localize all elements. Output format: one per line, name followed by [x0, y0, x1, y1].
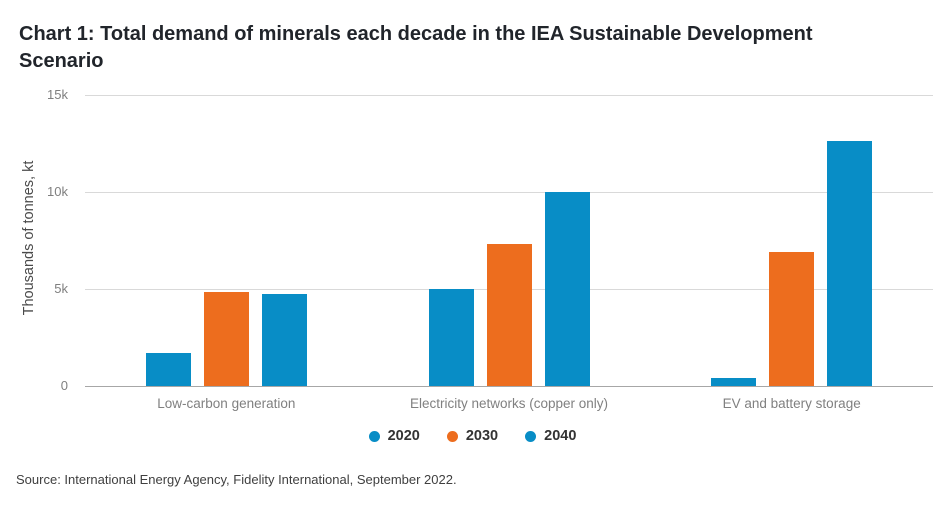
legend-label: 2040	[544, 428, 577, 444]
y-tick-label-5k: 5k	[54, 281, 68, 296]
bar-2020	[428, 289, 474, 386]
chart-title: Chart 1: Total demand of minerals each d…	[19, 21, 909, 75]
legend-marker-icon	[525, 430, 537, 442]
category-label: Electricity networks (copper only)	[409, 396, 609, 411]
bar-2030	[203, 292, 249, 386]
y-tick-label-10k: 10k	[47, 184, 68, 199]
gridline-10k	[85, 192, 933, 193]
category-label: EV and battery storage	[722, 396, 861, 411]
bar-2020	[711, 378, 757, 386]
y-tick-label-0: 0	[60, 378, 68, 393]
chart-title-line2: Scenario	[19, 50, 104, 72]
legend-item-2040[interactable]: 2040	[525, 428, 576, 444]
legend-item-2020[interactable]: 2020	[368, 428, 420, 444]
bar-2040	[261, 294, 307, 386]
source-note: Source: International Energy Agency, Fid…	[16, 472, 457, 487]
legend-label: 2020	[387, 428, 420, 444]
legend-label: 2030	[465, 428, 499, 444]
legend-marker-icon	[368, 430, 380, 442]
bar-2040	[544, 192, 590, 386]
bar-group-1	[85, 95, 368, 386]
bar-group-3	[650, 95, 933, 386]
y-tick-label-15k: 15k	[47, 87, 68, 102]
plot-area	[85, 95, 933, 387]
bar-2030	[486, 244, 532, 386]
legend: 2020 2030 2040	[0, 428, 945, 444]
bar-2040	[827, 141, 873, 386]
category-label: Low-carbon generation	[157, 396, 296, 411]
legend-item-2030[interactable]: 2030	[446, 428, 499, 444]
bar-2020	[145, 353, 191, 386]
bar-2030	[769, 252, 815, 386]
gridline-15k	[85, 95, 933, 96]
bar-group-2	[368, 95, 651, 386]
chart-title-line1: Chart 1: Total demand of minerals each d…	[19, 23, 813, 45]
bar-groups	[85, 95, 933, 386]
x-axis-category-labels: Low-carbon generation Electricity network…	[85, 396, 933, 412]
legend-marker-icon	[446, 430, 458, 442]
